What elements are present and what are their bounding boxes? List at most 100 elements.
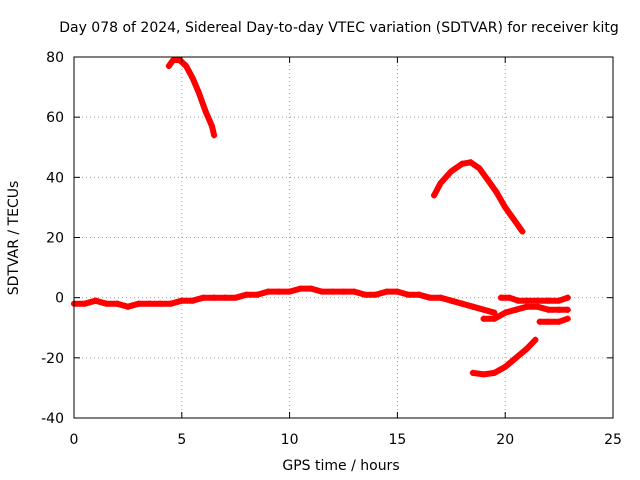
x-tick-label: 10 [281, 432, 299, 448]
data-point [510, 216, 517, 223]
y-tick-label: 80 [46, 50, 64, 66]
tick-layer: 0 5 10 15 20 25 -40 -20 0 20 40 60 80 [41, 50, 622, 448]
data-point [512, 306, 519, 313]
data-point [502, 204, 509, 211]
data-point [523, 345, 530, 352]
data-point [362, 291, 369, 298]
data-point [491, 309, 498, 316]
data-point [168, 300, 175, 307]
data-point [480, 315, 487, 322]
data-point [135, 300, 142, 307]
data-point [124, 303, 131, 310]
data-point [232, 294, 239, 301]
data-point [183, 63, 190, 70]
data-point [523, 297, 530, 304]
data-point [318, 288, 325, 295]
data-point [415, 291, 422, 298]
data-point [211, 294, 218, 301]
data-point [383, 288, 390, 295]
data-point [564, 294, 571, 301]
y-tick-label: 20 [46, 231, 64, 247]
data-point [196, 90, 203, 97]
data-point [178, 297, 185, 304]
data-point [265, 288, 272, 295]
x-tick-label: 25 [604, 432, 622, 448]
grid-layer [74, 57, 613, 418]
data-point [545, 297, 552, 304]
data-point [564, 315, 571, 322]
data-point [459, 300, 466, 307]
data-point [515, 297, 522, 304]
data-point [202, 108, 209, 115]
data-point [469, 369, 476, 376]
data-point [114, 300, 121, 307]
data-point [103, 300, 110, 307]
data-point [329, 288, 336, 295]
data-point [431, 192, 438, 199]
data-point [545, 306, 552, 313]
data-point [351, 288, 358, 295]
data-point [493, 189, 500, 196]
data-point [254, 291, 261, 298]
data-point [536, 318, 543, 325]
data-point [502, 363, 509, 370]
data-point [556, 318, 563, 325]
data-point [484, 177, 491, 184]
data-point [200, 294, 207, 301]
data-point [308, 285, 315, 292]
data-point [448, 297, 455, 304]
x-tick-label: 20 [496, 432, 514, 448]
data-point [523, 303, 530, 310]
data-point [170, 57, 177, 64]
data-point [556, 306, 563, 313]
data-point [459, 160, 466, 167]
data-point [275, 288, 282, 295]
data-point [534, 303, 541, 310]
data-point [405, 291, 412, 298]
data-point [534, 297, 541, 304]
data-point [394, 288, 401, 295]
data-point [469, 303, 476, 310]
data-point [189, 75, 196, 82]
chart-title: Day 078 of 2024, Sidereal Day-to-day VTE… [59, 20, 619, 36]
data-point [491, 315, 498, 322]
series-arc-1 [165, 57, 218, 139]
data-point [497, 294, 504, 301]
series-arc-7 [469, 336, 539, 378]
data-point [211, 132, 218, 139]
x-axis-label: GPS time / hours [282, 458, 399, 474]
data-point [502, 309, 509, 316]
y-tick-label: 40 [46, 170, 64, 186]
data-point [189, 297, 196, 304]
series-arc-5 [536, 315, 571, 325]
data-point [448, 168, 455, 175]
data-point [297, 285, 304, 292]
data-point [286, 288, 293, 295]
data-point [564, 306, 571, 313]
data-point [426, 294, 433, 301]
data-point [437, 294, 444, 301]
data-point [165, 63, 172, 70]
series-layer [71, 57, 571, 378]
data-point [467, 159, 474, 166]
x-tick-label: 5 [177, 432, 186, 448]
data-point [243, 291, 250, 298]
data-point [480, 306, 487, 313]
y-tick-label: -20 [41, 351, 64, 367]
data-point [372, 291, 379, 298]
data-point [545, 318, 552, 325]
y-axis-label: SDTVAR / TECUs [6, 181, 22, 296]
x-tick-label: 15 [388, 432, 406, 448]
y-tick-label: -40 [41, 411, 64, 427]
data-point [437, 180, 444, 187]
data-point [491, 369, 498, 376]
data-point [506, 294, 513, 301]
y-tick-label: 0 [55, 291, 64, 307]
data-point [556, 297, 563, 304]
data-point [340, 288, 347, 295]
data-point [208, 123, 215, 130]
data-point [221, 294, 228, 301]
data-point [92, 297, 99, 304]
data-point [146, 300, 153, 307]
